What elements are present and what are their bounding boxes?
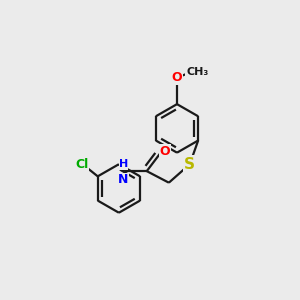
Text: CH₃: CH₃ xyxy=(186,67,208,77)
Text: N: N xyxy=(118,173,129,186)
Text: H: H xyxy=(119,159,128,169)
Text: S: S xyxy=(184,157,195,172)
Text: Cl: Cl xyxy=(75,158,88,171)
Text: O: O xyxy=(160,145,170,158)
Text: O: O xyxy=(172,71,182,84)
